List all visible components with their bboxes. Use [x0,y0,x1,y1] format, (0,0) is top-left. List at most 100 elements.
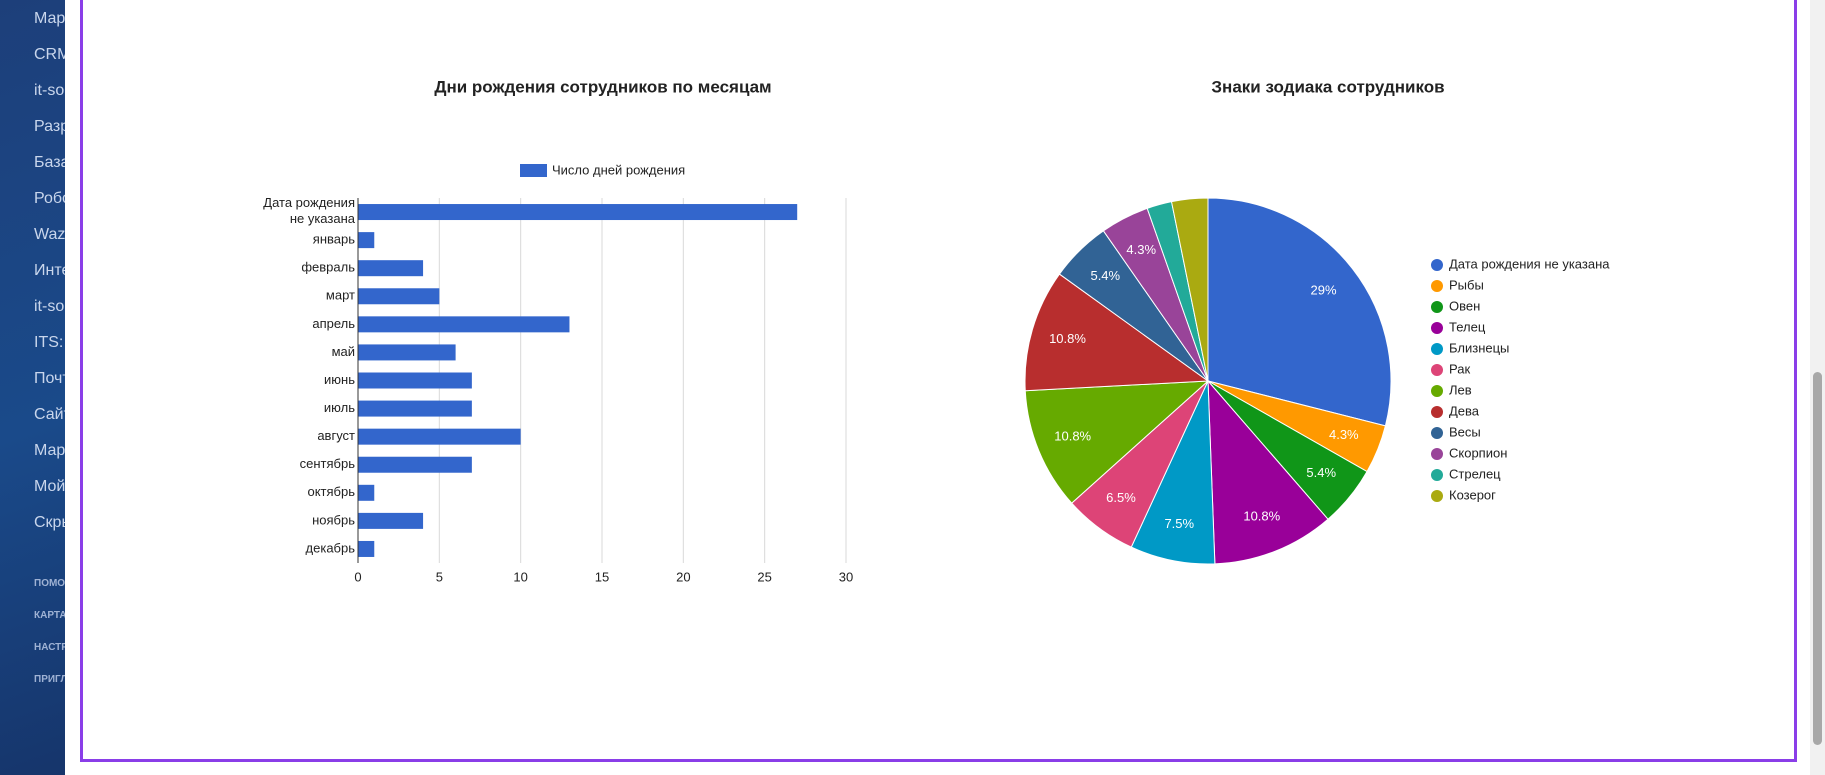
chart-title: Дни рождения сотрудников по месяцам [434,77,771,96]
legend-swatch [1431,427,1443,439]
legend-label: Дата рождения не указана [1449,256,1610,271]
sidebar-item[interactable]: Почт [34,370,65,387]
legend-swatch [1431,280,1443,292]
bar [358,260,424,277]
legend-label: Дева [1449,403,1480,418]
pie-slice [1207,197,1392,427]
bar [358,372,472,389]
pie-slice [1207,379,1329,565]
legend-swatch [1431,322,1443,334]
slice-label: 10.8% [1049,331,1086,346]
bar [358,288,440,305]
sidebar-item[interactable]: it-so [34,298,65,315]
x-tick-label: 30 [839,569,853,584]
sidebar-item[interactable]: it-so [34,82,65,99]
sidebar: Мар CRM it-so Разр База Робо Wazz Инте it-so ITS:… [0,0,65,775]
sidebar-item[interactable]: НАСТР [34,642,65,653]
x-tick-label: 5 [436,569,443,584]
legend-label: Стрелец [1449,466,1501,481]
bar [358,456,472,473]
y-tick-label: август [317,428,355,443]
slice-label: 5.4% [1090,268,1120,283]
pie-slice [1024,273,1210,392]
sidebar-item[interactable]: Мой [34,478,65,495]
slice-label: 5.4% [1306,465,1336,480]
sidebar-item[interactable]: ITS: T [34,334,65,351]
legend-label: Рыбы [1449,277,1484,292]
legend-label: Число дней рождения [552,162,685,177]
y-tick-label: апрель [312,316,355,331]
slice-label: 7.5% [1164,516,1194,531]
x-tick-label: 15 [595,569,609,584]
sidebar-item[interactable]: ПОМО [34,578,65,589]
sidebar-item[interactable]: КАРТА [34,610,65,621]
legend-swatch [1431,469,1443,481]
slice-label: 6.5% [1106,490,1136,505]
legend-label: Телец [1449,319,1486,334]
legend-swatch [1431,301,1443,313]
legend-swatch [1431,343,1443,355]
legend-label: Козерог [1449,487,1496,502]
legend-label: Лев [1449,382,1472,397]
sidebar-item[interactable]: Скрь [34,514,65,531]
bar [358,484,375,501]
legend-label: Скорпион [1449,445,1507,460]
x-tick-label: 25 [757,569,771,584]
y-tick-label: сентябрь [300,456,356,471]
sidebar-item[interactable]: База [34,154,65,171]
legend-swatch [1431,364,1443,376]
x-tick-label: 0 [354,569,361,584]
legend-label: Близнецы [1449,340,1509,355]
sidebar-item[interactable]: Wazz [34,226,65,243]
slice-label: 29% [1310,282,1336,297]
pie-slice [1170,197,1209,382]
bar [358,512,424,529]
sidebar-item[interactable]: ПРИГЛ [34,674,65,685]
y-tick-label: Дата рождения не указана [263,196,355,227]
legend-label: Весы [1449,424,1481,439]
y-tick-label: декабрь [306,540,356,555]
x-tick-label: 10 [513,569,527,584]
y-tick-label: июнь [324,372,355,387]
legend-swatch [1431,385,1443,397]
sidebar-item[interactable]: CRM [34,46,65,63]
bar [358,232,375,249]
slice-label: 4.3% [1329,427,1359,442]
legend-swatch [1431,490,1443,502]
slice-label: 10.8% [1243,509,1280,524]
chart-title: Знаки зодиака сотрудников [1211,77,1444,96]
y-tick-label: февраль [301,260,355,275]
slice-label: 4.3% [1126,242,1156,257]
legend-swatch [1431,259,1443,271]
sidebar-item[interactable]: Мар [34,442,65,459]
legend-swatch [520,164,547,177]
sidebar-item[interactable]: Мар [34,10,65,27]
y-tick-label: июль [324,400,355,415]
x-tick-label: 20 [676,569,690,584]
legend-label: Овен [1449,298,1480,313]
bar [358,344,456,361]
legend-swatch [1431,448,1443,460]
bar [358,316,570,333]
legend-swatch [1431,406,1443,418]
y-tick-label: ноябрь [312,512,355,527]
y-tick-label: январь [313,232,355,247]
sidebar-item[interactable]: Инте [34,262,65,279]
sidebar-item[interactable]: Сайт [34,406,65,423]
scrollbar [1810,0,1825,775]
content-frame [80,0,1797,762]
slice-label: 10.8% [1054,428,1091,443]
pie-slice [1024,380,1210,504]
y-tick-label: май [332,344,355,359]
bar [358,428,521,445]
y-tick-label: март [326,288,355,303]
sidebar-item[interactable]: Робо [34,190,65,207]
legend-label: Рак [1449,361,1470,376]
scrollbar-thumb[interactable] [1813,372,1822,745]
sidebar-item[interactable]: Разр [34,118,65,135]
bar [358,204,798,221]
bar [358,540,375,557]
bar [358,400,472,417]
